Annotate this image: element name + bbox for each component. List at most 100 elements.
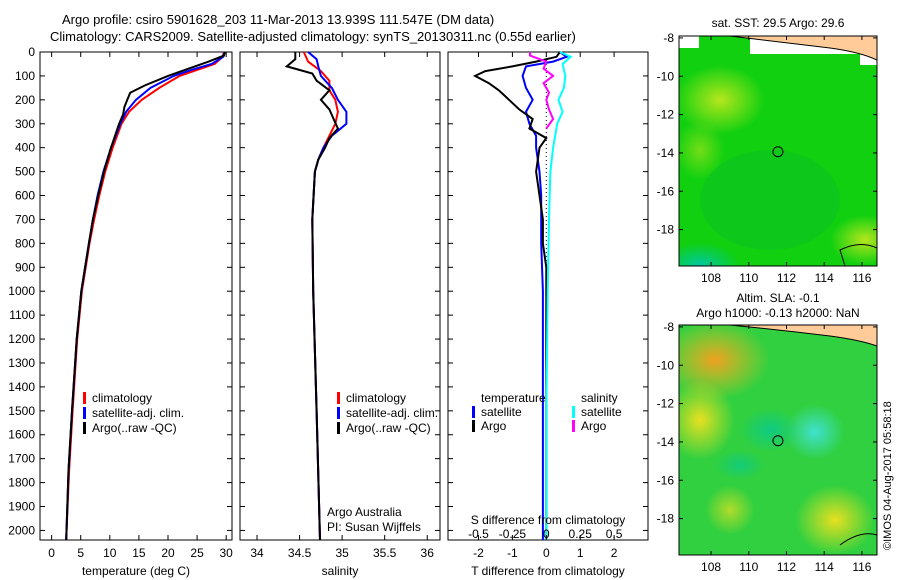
y-tick-label: 0 — [28, 45, 35, 59]
salinity-panel-frame — [239, 51, 441, 541]
imos-timestamp: ©IMOS 04-Aug-2017 05:58:18 — [882, 401, 894, 550]
legend-label: Argo — [581, 419, 607, 433]
x-tick-label: 20 — [161, 546, 175, 560]
y-tick-label: 100 — [15, 69, 35, 83]
y-tick-label: 1500 — [8, 404, 35, 418]
s-tick-label: 0 — [543, 527, 550, 541]
annotation-line2: PI: Susan Wijffels — [327, 520, 421, 534]
y-tick-label: -8 — [663, 31, 674, 45]
legend-swatch — [572, 420, 575, 432]
x-tick-label: 0 — [543, 546, 550, 560]
x-tick-label: 1 — [577, 546, 584, 560]
y-tick-label: 700 — [15, 212, 35, 226]
legend-label: Argo — [481, 419, 507, 433]
y-tick-label: 1900 — [8, 500, 35, 514]
y-tick-label: -12 — [657, 397, 675, 411]
y-tick-label: 2000 — [8, 523, 35, 537]
sst-map-title: sat. SST: 29.5 Argo: 29.6 — [712, 16, 845, 30]
temperature-panel-frame — [39, 51, 233, 541]
legend-label: satellite-adj. clim. — [92, 406, 184, 420]
y-tick-label: 400 — [15, 141, 35, 155]
legend-swatch — [337, 392, 340, 404]
x-tick-label: 34 — [250, 546, 264, 560]
y-tick-label: 1100 — [9, 308, 35, 322]
sla-map — [679, 325, 877, 555]
x-tick-label: 116 — [852, 560, 871, 574]
temperature-series-argo-raw-qc- — [65, 51, 226, 541]
y-tick-label: -8 — [663, 320, 674, 334]
sst-map — [679, 36, 877, 266]
s-tick-label: 0.25 — [569, 527, 593, 541]
x-tick-label: 36 — [421, 546, 435, 560]
y-tick-label: 1800 — [8, 476, 35, 490]
legend-swatch — [472, 406, 475, 418]
figure-title-line2: Climatology: CARS2009. Satellite-adjuste… — [50, 29, 576, 44]
legend-label: satellite — [581, 405, 622, 419]
legend-swatch — [337, 422, 340, 434]
x-tick-label: 110 — [739, 560, 758, 574]
x-tick-label: 116 — [852, 271, 871, 285]
y-tick-label: -14 — [657, 435, 675, 449]
x-tick-label: 34.5 — [288, 546, 312, 560]
legend-swatch — [83, 407, 86, 419]
x-tick-label: 25 — [190, 546, 204, 560]
y-tick-label: 1600 — [8, 428, 35, 442]
difference-series-s-satellite — [545, 51, 573, 540]
x-tick-label: 30 — [220, 546, 234, 560]
y-tick-label: -12 — [657, 108, 675, 122]
y-tick-label: -18 — [657, 223, 675, 237]
s-tick-label: -0.25 — [499, 527, 527, 541]
legend-label: climatology — [92, 391, 152, 405]
legend-swatch — [337, 407, 340, 419]
legend-label: Argo(..raw -QC) — [346, 421, 431, 435]
x-tick-label: 114 — [815, 271, 834, 285]
s-tick-label: -0.5 — [468, 527, 489, 541]
x-tick-label: 108 — [701, 271, 721, 285]
y-tick-label: -16 — [657, 473, 675, 487]
y-tick-label: -10 — [657, 69, 675, 83]
legend-salinity-heading: salinity — [581, 391, 618, 405]
x-axis-label: temperature (deg C) — [82, 564, 190, 578]
temperature-series-climatology — [65, 51, 225, 541]
y-tick-label: 900 — [15, 260, 35, 274]
legend-swatch — [572, 406, 575, 418]
difference-series-s-argo — [529, 52, 555, 130]
x-tick-label: 2 — [611, 546, 618, 560]
sst-map-frame — [678, 35, 878, 267]
salinity-series-argo-raw-qc- — [284, 52, 340, 541]
legend-label: climatology — [346, 391, 406, 405]
x-tick-label: 10 — [103, 546, 117, 560]
y-tick-label: 1200 — [8, 332, 35, 346]
annotation-line1: Argo Australia — [327, 505, 402, 519]
x-tick-label: 5 — [77, 546, 84, 560]
y-tick-label: -10 — [657, 358, 675, 372]
x-axis-label: salinity — [322, 564, 359, 578]
figure-title-line1: Argo profile: csiro 5901628_203 11-Mar-2… — [62, 12, 495, 27]
legend-swatch — [83, 422, 86, 434]
y-tick-label: 1700 — [8, 452, 35, 466]
legend-swatch — [83, 392, 86, 404]
y-tick-label: 300 — [15, 117, 35, 131]
y-tick-label: 500 — [15, 165, 35, 179]
sla-map-frame — [678, 324, 878, 556]
s-tick-label: 0.5 — [606, 527, 623, 541]
x-tick-label: 114 — [815, 560, 834, 574]
legend-label: Argo(..raw -QC) — [92, 421, 177, 435]
y-tick-label: 1400 — [8, 380, 35, 394]
y-tick-label: 200 — [15, 93, 35, 107]
x-tick-label: 110 — [739, 271, 758, 285]
argo-position-marker — [772, 146, 784, 158]
x-tick-label: 0 — [48, 546, 55, 560]
x-tick-label: -2 — [473, 546, 484, 560]
y-tick-label: -18 — [657, 512, 675, 526]
legend-label: satellite — [481, 405, 522, 419]
y-tick-label: 600 — [15, 189, 35, 203]
x-tick-label: 112 — [777, 271, 796, 285]
y-tick-label: 1000 — [8, 284, 35, 298]
salinity-series-climatology — [302, 51, 339, 541]
sla-map-title: Altim. SLA: -0.1 — [736, 291, 820, 305]
x-tick-label: -1 — [507, 546, 518, 560]
x-axis-label: T difference from climatology — [471, 564, 625, 578]
argo-position-marker — [772, 435, 784, 447]
y-tick-label: -14 — [657, 146, 675, 160]
